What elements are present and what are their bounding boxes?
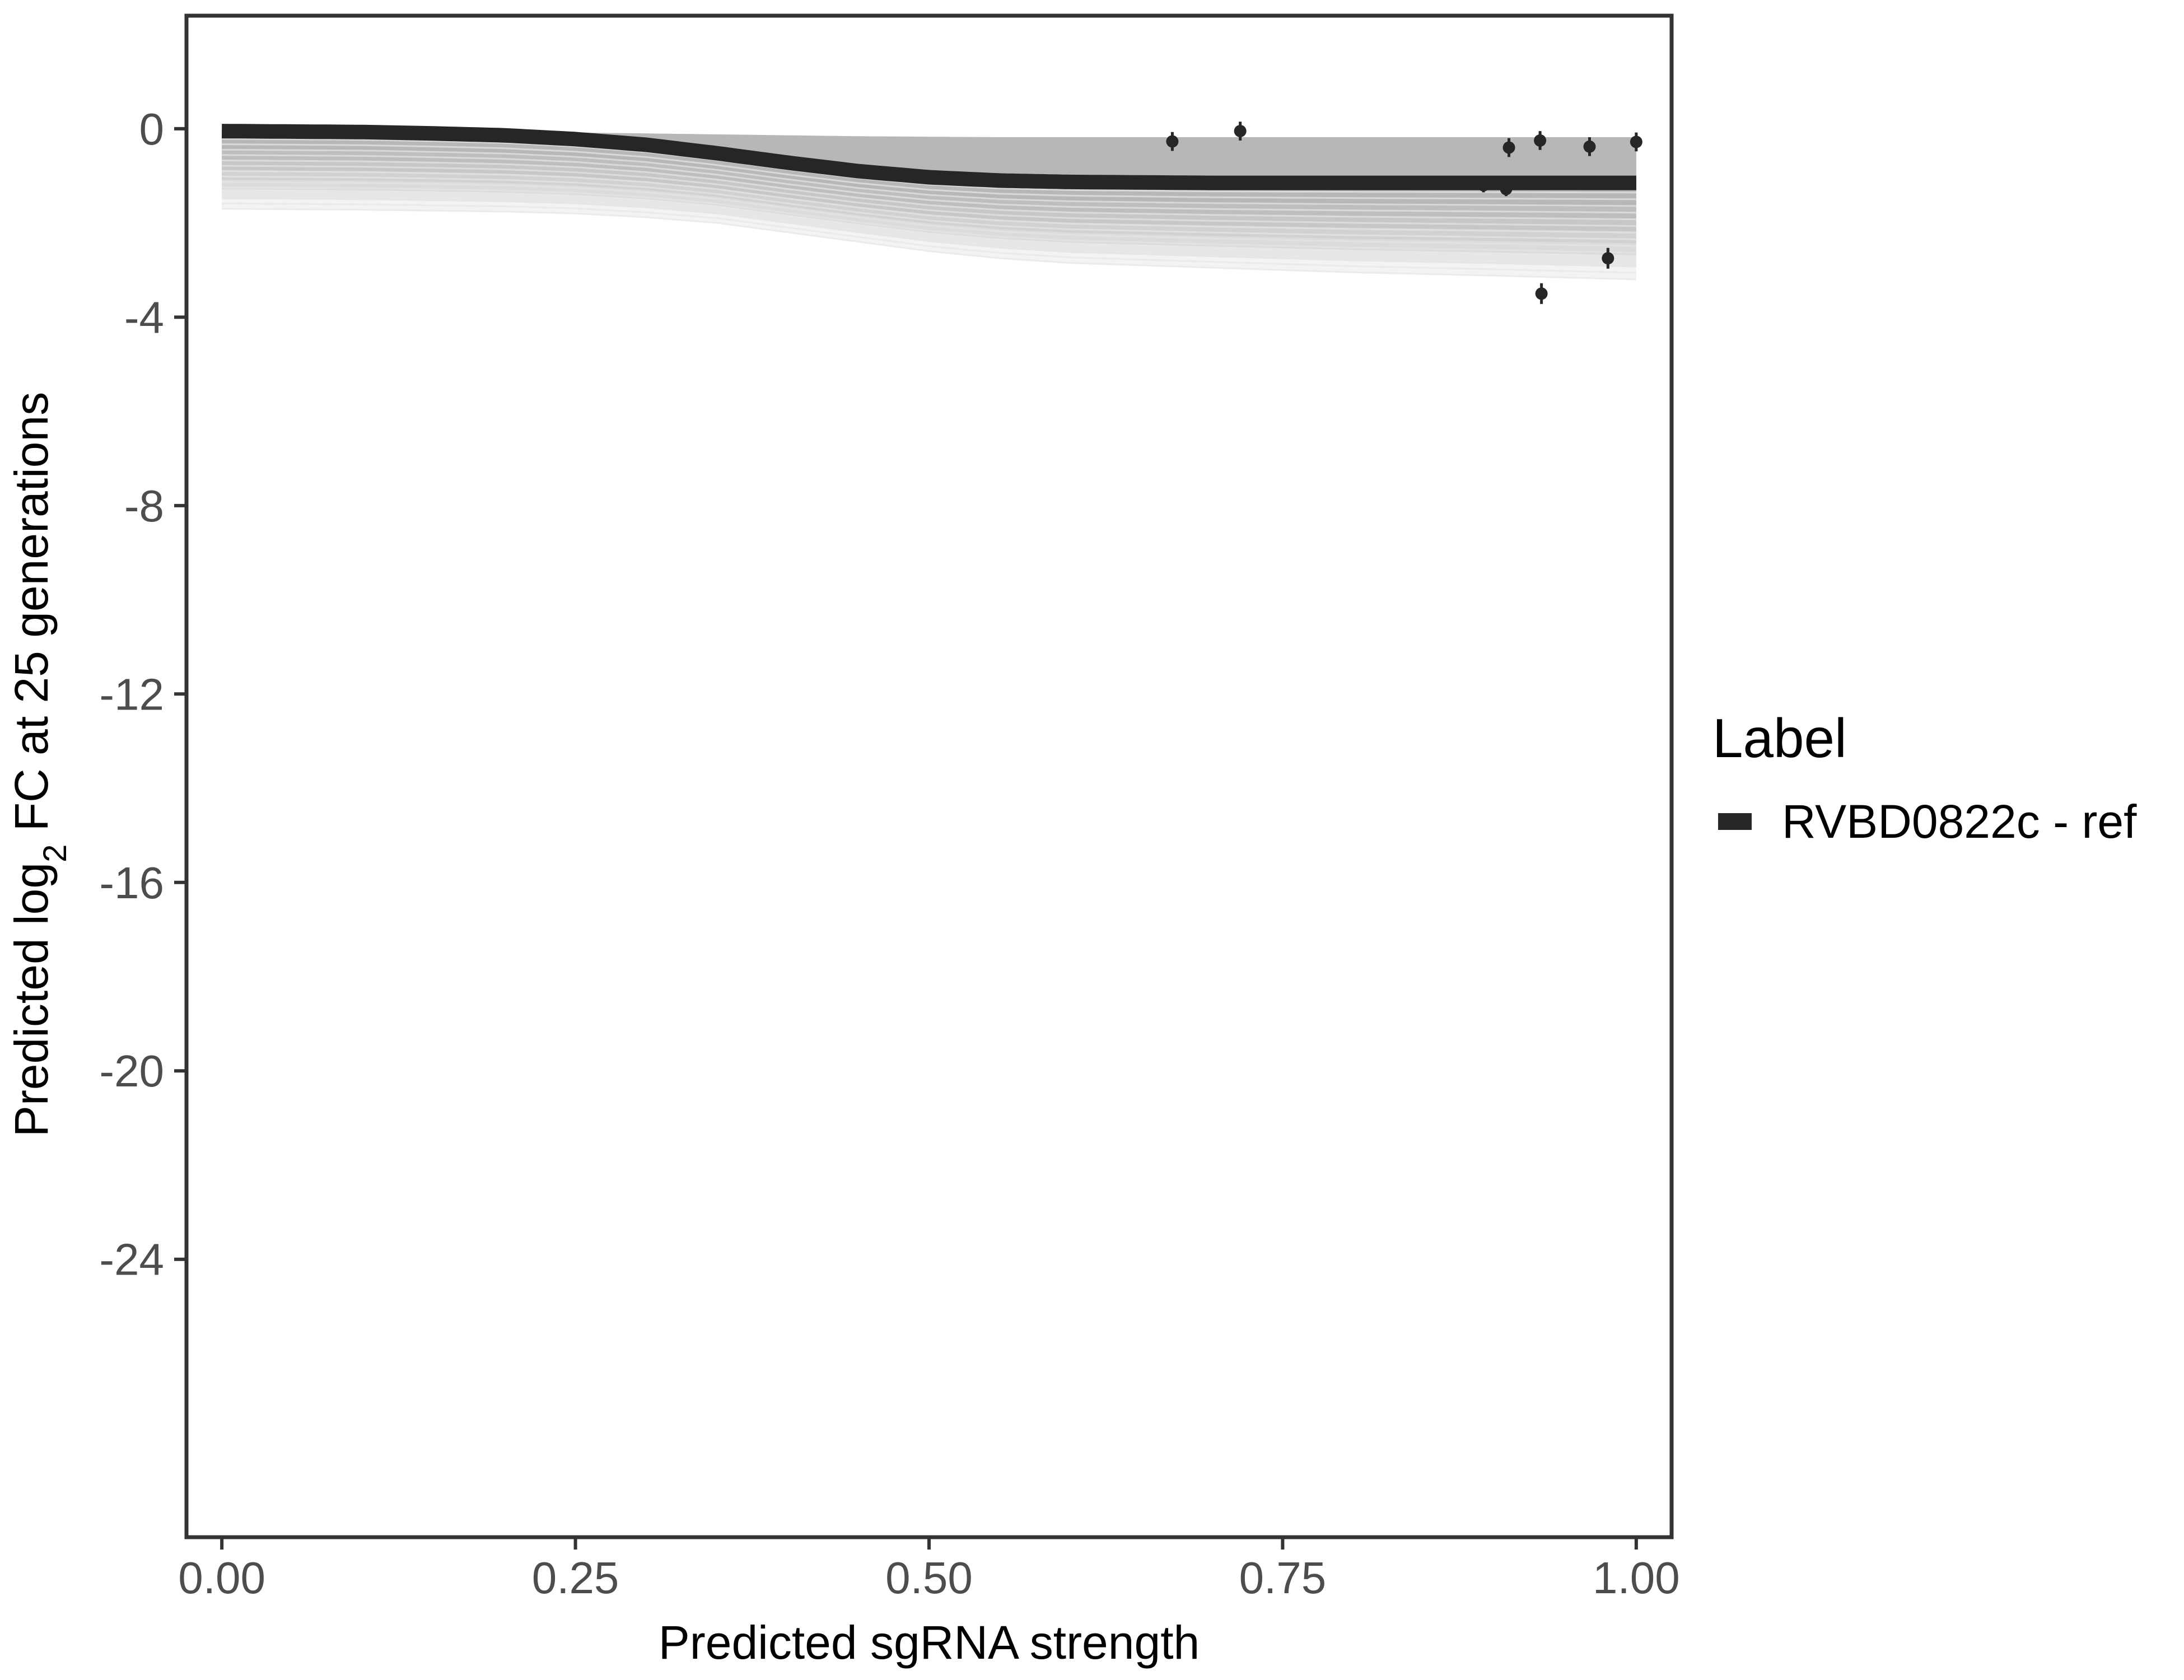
posterior-draw-line bbox=[222, 143, 1636, 200]
fit-line-rvbd0822c bbox=[221, 124, 1637, 190]
legend-title: Label bbox=[1712, 707, 1847, 769]
posterior-draw-line bbox=[222, 154, 1636, 214]
posterior-draw-line bbox=[222, 165, 1636, 227]
y-axis-title-subscript: 2 bbox=[37, 844, 73, 862]
data-point bbox=[1534, 134, 1547, 147]
y-tick-label: -24 bbox=[99, 1235, 164, 1285]
data-point bbox=[1166, 135, 1179, 148]
data-point bbox=[1500, 183, 1513, 195]
data-point bbox=[1502, 141, 1515, 154]
legend-entry-label: RVBD0822c - ref bbox=[1782, 795, 2137, 848]
x-tick-label: 0.25 bbox=[532, 1553, 619, 1603]
posterior-draw-line bbox=[222, 181, 1636, 247]
posterior-draw-line bbox=[222, 138, 1636, 194]
y-axis: 0 -4 -8 -12 -16 -20 -24 bbox=[99, 104, 185, 1285]
uncertainty-band-group bbox=[222, 130, 1636, 281]
x-tick-label: 0.75 bbox=[1239, 1553, 1327, 1603]
y-tick-label: -8 bbox=[124, 481, 164, 531]
y-tick-label: -20 bbox=[99, 1046, 164, 1096]
y-axis-title-suffix: FC at 25 generations bbox=[5, 392, 58, 844]
data-point bbox=[1234, 125, 1247, 138]
posterior-draw-line bbox=[222, 175, 1636, 240]
data-point bbox=[1630, 136, 1642, 148]
y-axis-title-prefix: Predicted log bbox=[5, 862, 58, 1137]
y-tick-label: -16 bbox=[99, 858, 164, 908]
x-tick-label: 0.00 bbox=[178, 1553, 265, 1603]
y-tick-label: -12 bbox=[99, 669, 164, 719]
x-tick-label: 0.50 bbox=[885, 1553, 973, 1603]
posterior-draw-line bbox=[222, 148, 1636, 207]
legend: Label RVBD0822c - ref bbox=[1712, 707, 2137, 848]
posterior-draw-line bbox=[222, 186, 1636, 254]
x-axis-title: Predicted sgRNA strength bbox=[659, 1616, 1200, 1669]
posterior-draw-line bbox=[222, 159, 1636, 221]
data-points-group bbox=[1166, 122, 1642, 304]
posterior-draw-line bbox=[222, 197, 1636, 267]
posterior-draw-line bbox=[222, 192, 1636, 260]
posterior-draw-line bbox=[222, 202, 1636, 274]
legend-key-swatch bbox=[1718, 813, 1752, 830]
data-point bbox=[1602, 252, 1614, 265]
data-point bbox=[1583, 140, 1596, 153]
y-tick-label: 0 bbox=[139, 104, 165, 154]
y-tick-label: -4 bbox=[124, 292, 164, 342]
x-tick-label: 1.00 bbox=[1593, 1553, 1680, 1603]
posterior-draw-line bbox=[222, 208, 1636, 281]
data-point bbox=[1535, 287, 1548, 300]
fit-line-group bbox=[221, 124, 1637, 190]
x-axis: 0.00 0.25 0.50 0.75 1.00 bbox=[178, 1539, 1680, 1603]
y-axis-title: Predicted log2 FC at 25 generations bbox=[5, 392, 73, 1137]
data-point bbox=[1477, 179, 1490, 192]
posterior-draw-line bbox=[222, 170, 1636, 234]
plot-panel-border bbox=[184, 13, 1674, 1539]
